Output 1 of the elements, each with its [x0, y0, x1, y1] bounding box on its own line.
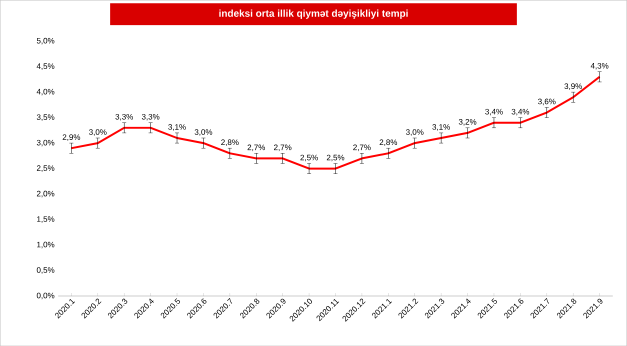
chart-title: indeksi orta illik qiymət dəyişikliyi tempi — [219, 9, 408, 19]
